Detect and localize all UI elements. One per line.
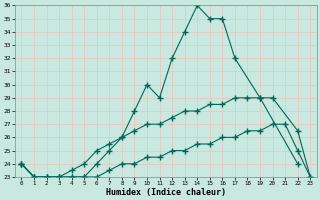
X-axis label: Humidex (Indice chaleur): Humidex (Indice chaleur) bbox=[106, 188, 226, 197]
